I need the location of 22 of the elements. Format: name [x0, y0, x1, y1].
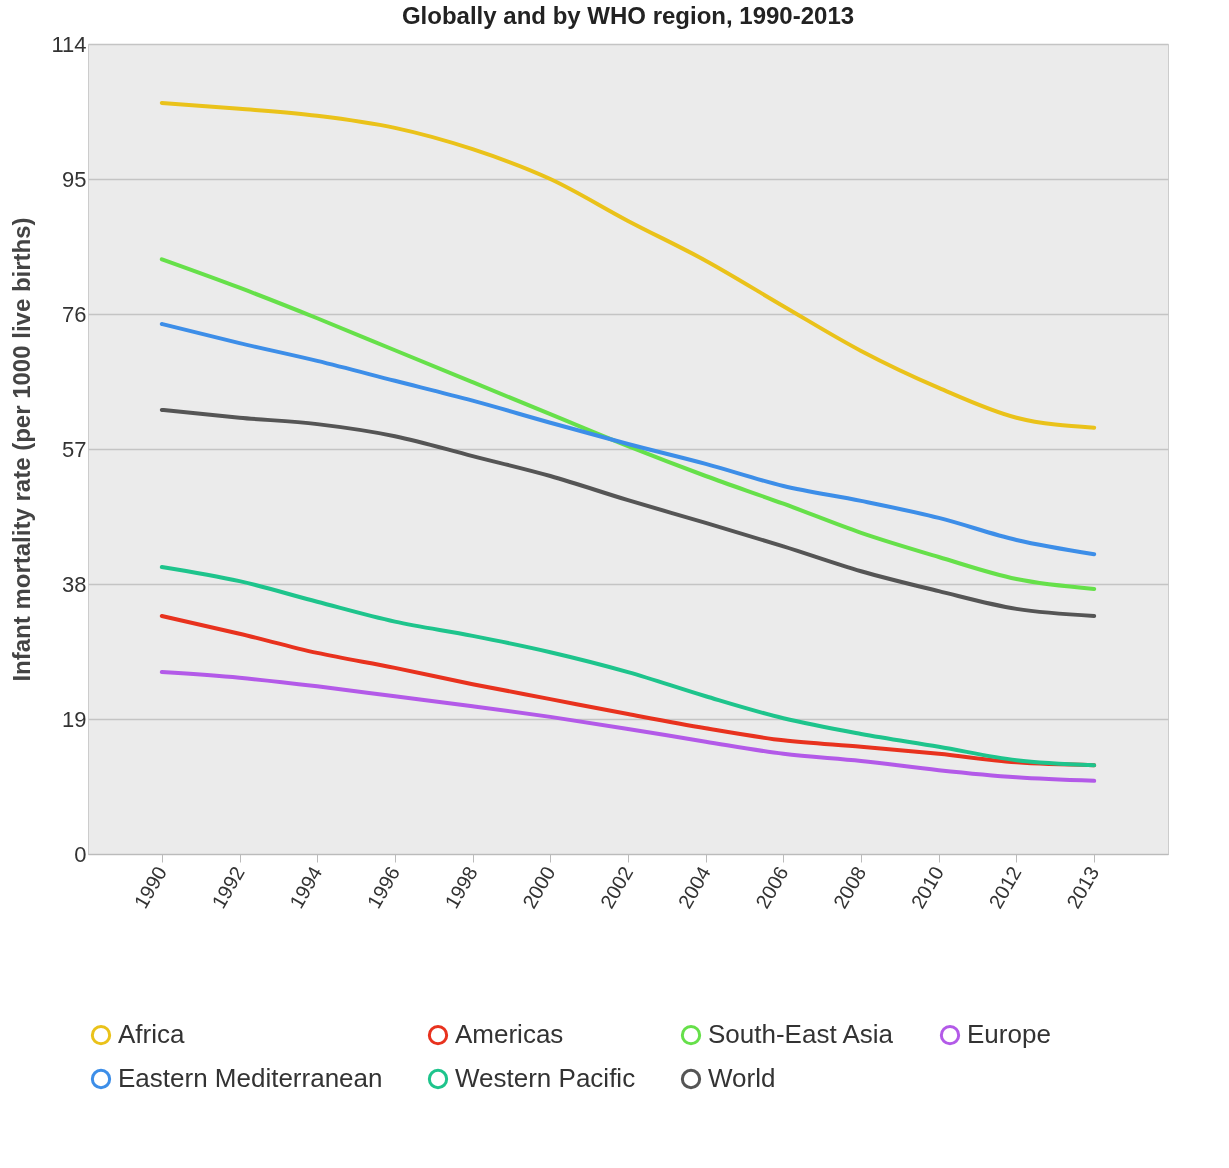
line-series	[159, 564, 1097, 768]
y-tick-label: 57	[62, 436, 87, 462]
y-axis-title: Infant mortality rate (per 1000 live births)	[8, 217, 36, 682]
legend-label: Africa	[118, 1019, 185, 1050]
y-tick-label: 19	[62, 706, 87, 732]
y-tick-label: 0	[74, 841, 87, 867]
line-series	[159, 670, 1097, 783]
line-series	[159, 257, 1097, 591]
y-tick-label: 38	[62, 571, 87, 597]
legend-label: Europe	[967, 1019, 1051, 1050]
line-series	[159, 100, 1097, 430]
legend-label: Eastern Mediterranean	[118, 1063, 383, 1093]
legend-label: World	[708, 1063, 776, 1093]
y-tick-label: 95	[62, 166, 87, 192]
legend-label: South-East Asia	[708, 1019, 894, 1050]
chart-title: Globally and by WHO region, 1990-2013	[401, 2, 855, 29]
line-series	[159, 407, 1097, 618]
legend-label: Americas	[455, 1019, 564, 1050]
line-series	[159, 321, 1097, 557]
legend-label: Western Pacific	[455, 1063, 636, 1093]
y-tick-label: 114	[51, 31, 87, 57]
y-tick-label: 76	[62, 301, 87, 327]
